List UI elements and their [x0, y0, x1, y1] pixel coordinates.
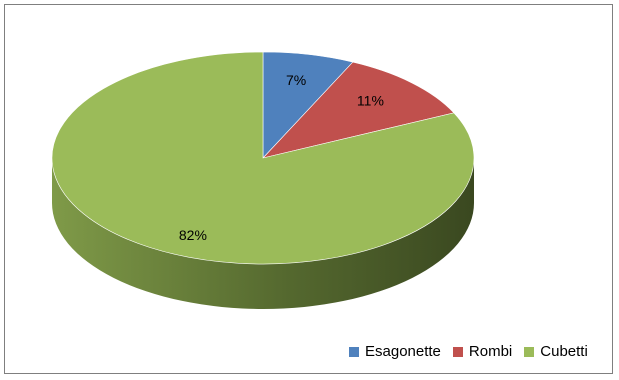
chart-frame: 7% 11% 82% Esagonette Rombi Cubetti: [4, 4, 613, 374]
legend-swatch-cubetti: [524, 346, 535, 357]
pie-slice-cubetti: [51, 51, 475, 265]
legend-item-rombi: Rombi: [452, 343, 513, 360]
legend-item-esagonette: Esagonette: [349, 343, 441, 360]
legend-swatch-esagonette: [349, 346, 359, 357]
legend-swatch-rombi: [452, 346, 463, 357]
data-label-cubetti: 82%: [179, 227, 207, 243]
pie-top: [51, 51, 475, 265]
pie-slice-rombi: [262, 61, 455, 159]
pie-labels: 7% 11% 82%: [179, 72, 384, 243]
data-label-esagonette: 7%: [286, 72, 306, 88]
legend-label-esagonette: Esagonette: [365, 343, 441, 360]
pie-side-wall: [52, 158, 474, 309]
legend-label-cubetti: Cubetti: [540, 343, 588, 360]
pie-side: [52, 158, 474, 309]
data-label-rombi: 11%: [357, 93, 384, 109]
pie-chart: 7% 11% 82%: [51, 51, 475, 309]
legend-label-rombi: Rombi: [468, 343, 513, 360]
legend: Esagonette Rombi Cubetti: [349, 343, 588, 360]
legend-item-cubetti: Cubetti: [524, 343, 588, 360]
